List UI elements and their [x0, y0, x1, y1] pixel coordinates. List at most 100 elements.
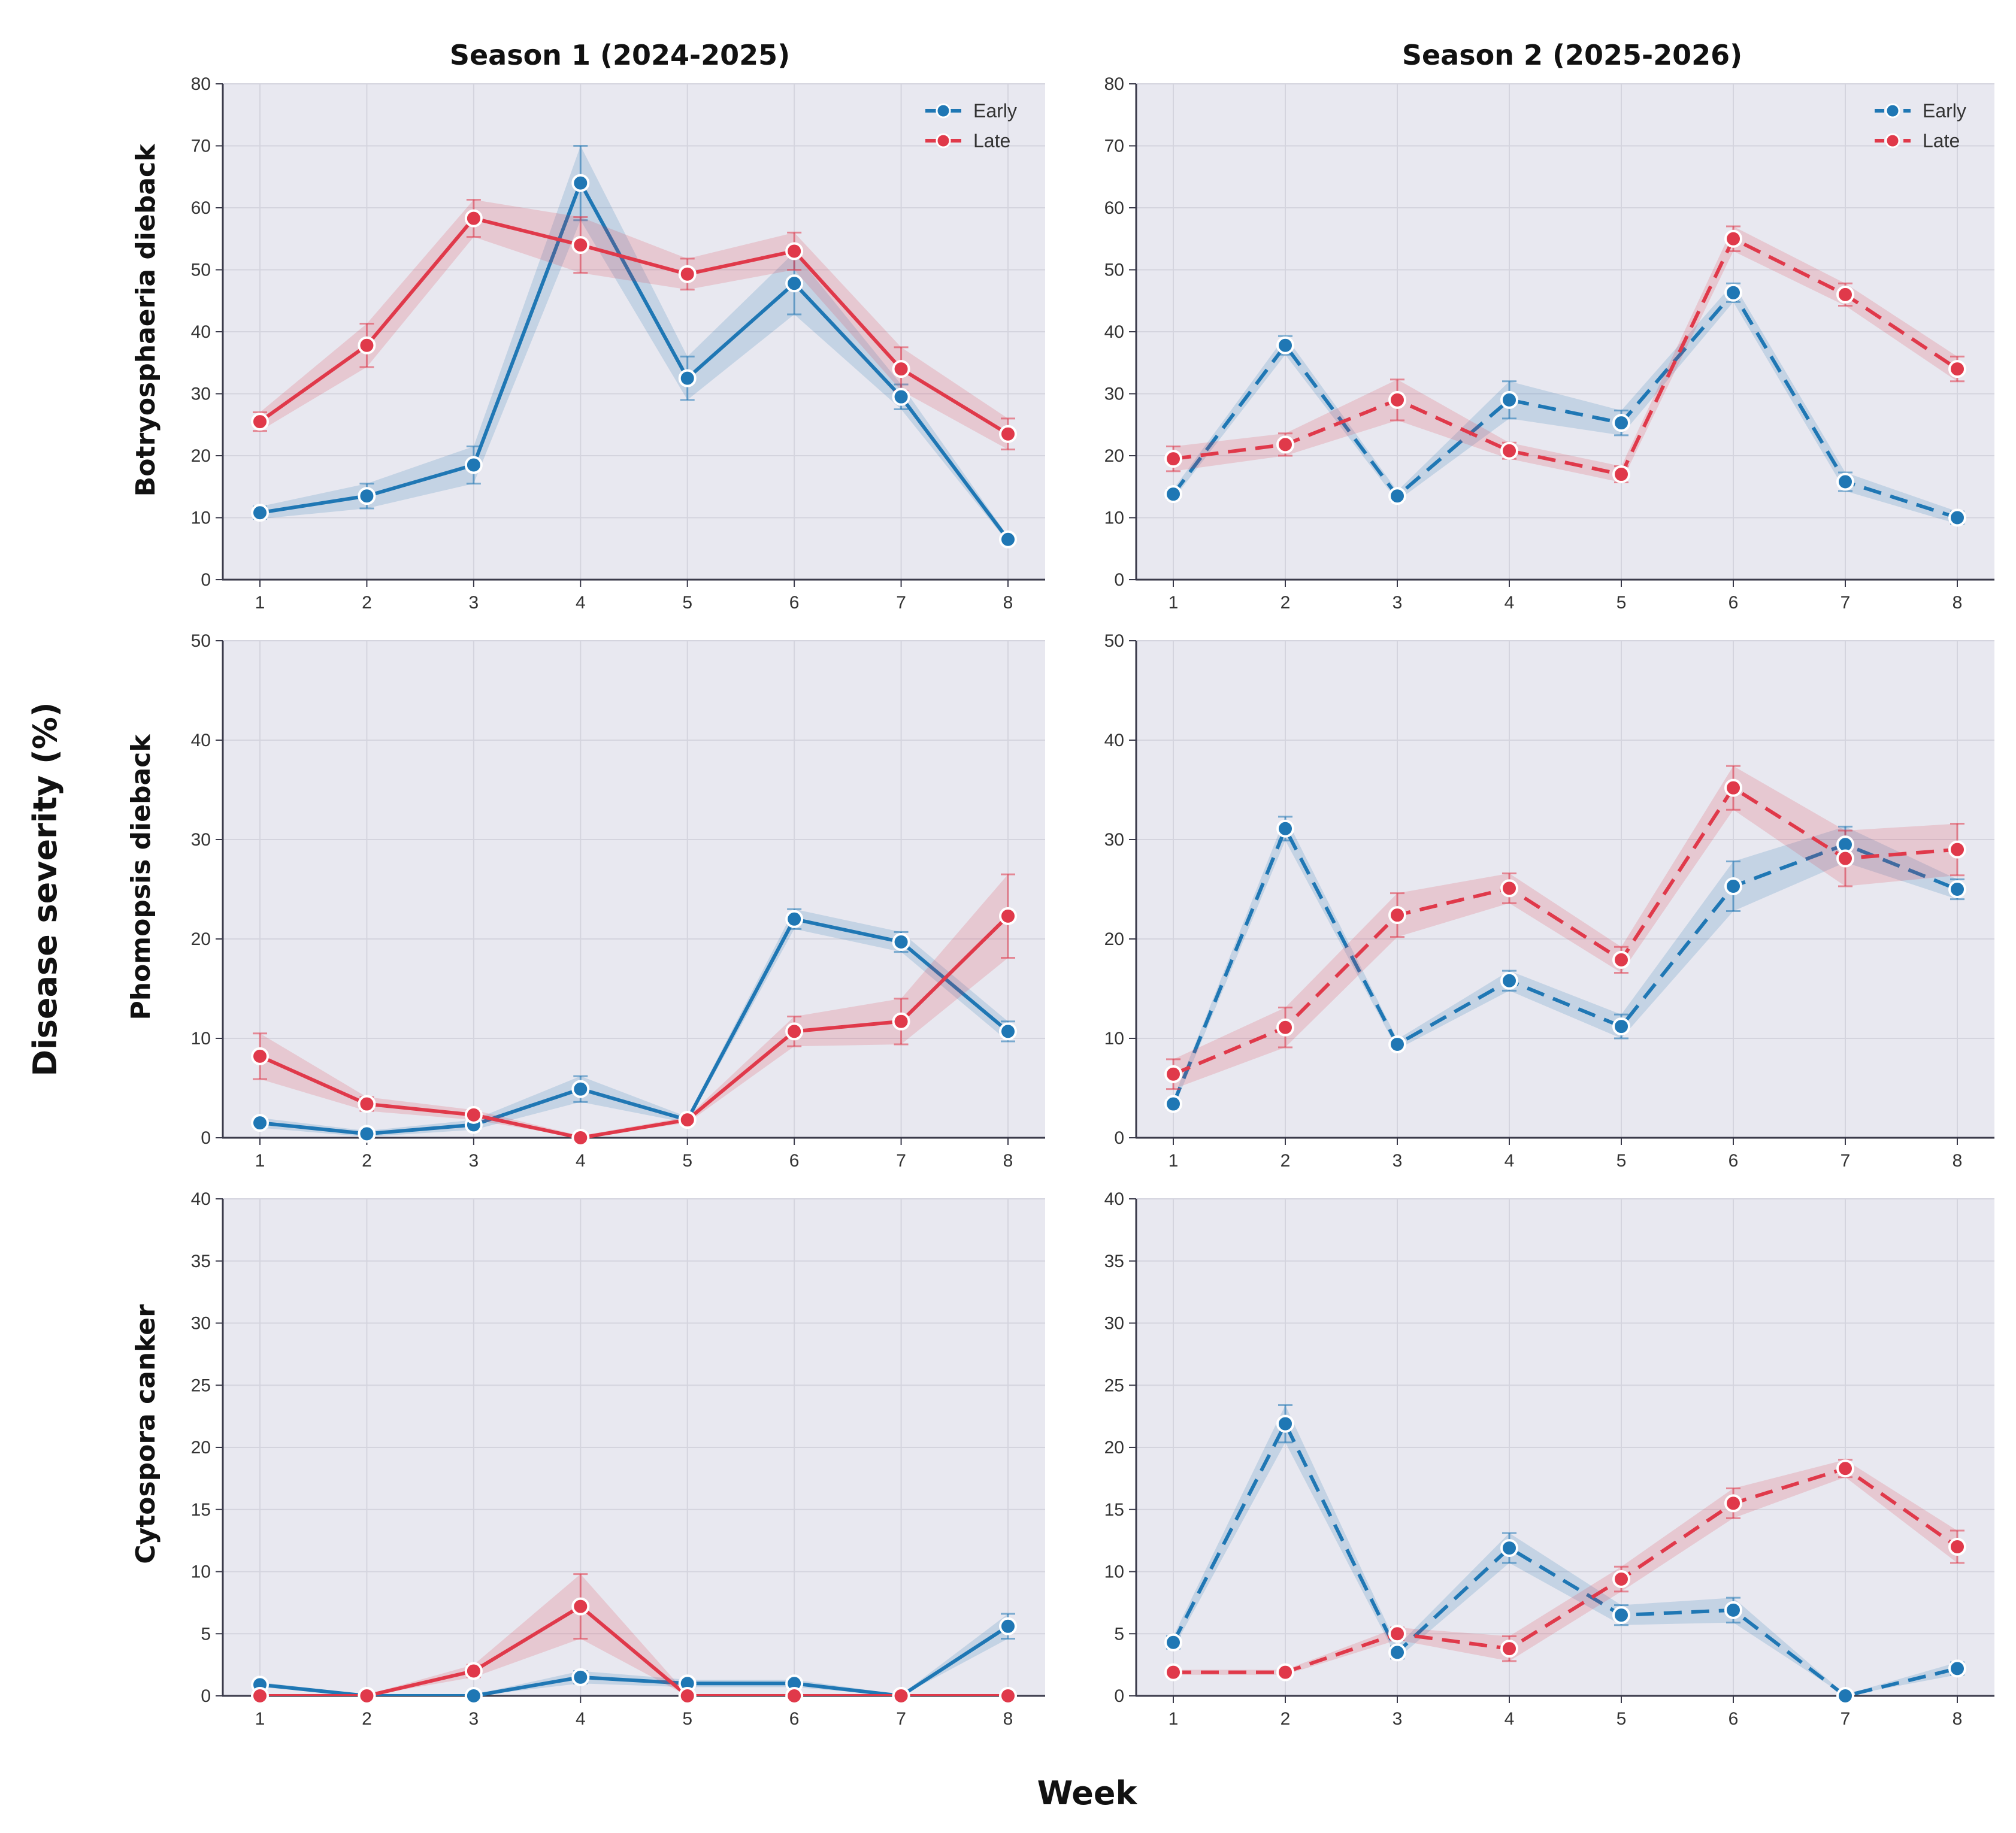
data-point-late: [1388, 390, 1406, 409]
legend-label-early: Early: [1923, 100, 1966, 122]
x-tick-label: 1: [255, 1151, 265, 1171]
chart-panel: 0 5 10 15 20 25 30 35 40 1 2 3 4 5 6 7 8: [191, 1189, 1045, 1729]
data-point-late: [1724, 1494, 1742, 1513]
y-tick-label: 30: [1104, 384, 1124, 404]
x-tick-label: 5: [1617, 593, 1627, 613]
y-tick-label: 15: [191, 1500, 211, 1520]
x-tick-label: 7: [1841, 593, 1851, 613]
series-line-late: [1173, 237, 1959, 477]
row-label-cytospora: Cytospora canker: [131, 1304, 161, 1564]
y-tick-label: 40: [1104, 731, 1124, 750]
y-tick-label: 0: [201, 1686, 211, 1706]
y-tick-label: 40: [191, 731, 211, 750]
y-tick-label: 20: [1104, 446, 1124, 466]
data-point-late: [1948, 360, 1966, 378]
data-point-late: [1836, 1459, 1854, 1478]
data-point-early: [999, 1617, 1017, 1635]
x-tick-label: 2: [1281, 1151, 1291, 1171]
data-point-late: [785, 242, 804, 260]
plot-area: [1136, 641, 1994, 1138]
y-tick-label: 60: [191, 198, 211, 218]
x-tick-label: 6: [789, 1151, 800, 1171]
data-point-late: [678, 265, 697, 283]
data-point-late: [1388, 906, 1406, 925]
y-tick-label: 70: [191, 137, 211, 156]
x-tick-label: 7: [896, 1151, 906, 1171]
x-tick-label: 2: [362, 1709, 372, 1729]
data-point-late: [1276, 435, 1294, 454]
y-tick-label: 20: [1104, 929, 1124, 949]
series-line-late: [1172, 786, 1958, 1076]
data-point-late: [1948, 840, 1966, 859]
data-point-early: [1724, 877, 1742, 896]
data-point-early: [785, 910, 804, 928]
data-point-late: [678, 1111, 697, 1129]
x-tick-label: 7: [1841, 1151, 1851, 1171]
series-line-late: [259, 914, 1010, 1138]
x-tick-label: 4: [576, 1151, 586, 1171]
y-tick-label: 25: [1104, 1375, 1124, 1395]
data-point-early: [892, 387, 910, 406]
data-point-late: [999, 1687, 1017, 1705]
y-tick-label: 80: [191, 74, 211, 94]
x-tick-label: 5: [682, 1151, 692, 1171]
data-point-early: [1612, 1017, 1630, 1036]
legend-label-late: Late: [973, 130, 1010, 152]
y-axis-label: Disease severity (%): [26, 702, 64, 1076]
band-late: [1173, 226, 1957, 483]
band-early: [1173, 283, 1957, 524]
y-tick-label: 70: [1104, 137, 1124, 156]
data-point-early: [1948, 1659, 1966, 1678]
x-tick-label: 6: [789, 1709, 800, 1729]
x-tick-label: 5: [682, 593, 692, 613]
y-tick-label: 35: [1104, 1252, 1124, 1271]
y-tick-label: 50: [1104, 631, 1124, 651]
x-tick-label: 2: [362, 1151, 372, 1171]
x-tick-label: 1: [1169, 1151, 1179, 1171]
x-tick-label: 4: [576, 593, 586, 613]
y-tick-label: 20: [191, 929, 211, 949]
data-point-late: [571, 236, 590, 255]
series-line-early: [259, 917, 1009, 1136]
data-point-late: [571, 1129, 590, 1147]
data-point-late: [1500, 441, 1518, 460]
x-tick-label: 7: [1841, 1709, 1851, 1729]
x-tick-label: 4: [1505, 593, 1515, 613]
x-tick-label: 5: [1617, 1151, 1627, 1171]
x-tick-label: 5: [1617, 1709, 1627, 1729]
x-tick-label: 3: [469, 1151, 479, 1171]
y-tick-label: 50: [1104, 260, 1124, 280]
series-line-early: [1172, 1422, 1958, 1696]
data-point-early: [358, 1125, 376, 1143]
data-point-early: [464, 1687, 483, 1705]
data-point-early: [251, 1114, 269, 1132]
data-point-early: [1164, 1095, 1182, 1113]
data-point-early: [571, 1080, 590, 1098]
band-late: [260, 1574, 1008, 1696]
data-point-late: [1724, 778, 1742, 797]
x-axis-label: Week: [1037, 1774, 1138, 1812]
data-point-late: [678, 1687, 697, 1705]
x-tick-label: 2: [1281, 593, 1291, 613]
band-early: [1173, 1405, 1957, 1696]
data-point-late: [1836, 285, 1854, 304]
y-tick-label: 15: [1104, 1500, 1124, 1520]
y-tick-label: 10: [191, 1029, 211, 1049]
y-tick-label: 30: [191, 1314, 211, 1334]
x-tick-label: 1: [1169, 593, 1179, 613]
data-point-late: [1164, 1065, 1182, 1083]
data-point-late: [892, 1687, 910, 1705]
x-tick-label: 3: [1393, 1709, 1403, 1729]
data-point-late: [464, 209, 483, 228]
x-tick-label: 5: [682, 1709, 692, 1729]
data-point-early: [1388, 1643, 1406, 1662]
data-point-early: [785, 274, 804, 293]
legend-label-early: Early: [973, 100, 1017, 122]
y-tick-label: 50: [191, 260, 211, 280]
y-tick-label: 30: [191, 384, 211, 404]
x-tick-label: 4: [1505, 1709, 1515, 1729]
legend-marker-early: [1885, 103, 1900, 119]
band-late: [260, 199, 1008, 450]
y-tick-label: 10: [1104, 1562, 1124, 1582]
y-tick-label: 0: [1114, 1128, 1124, 1148]
